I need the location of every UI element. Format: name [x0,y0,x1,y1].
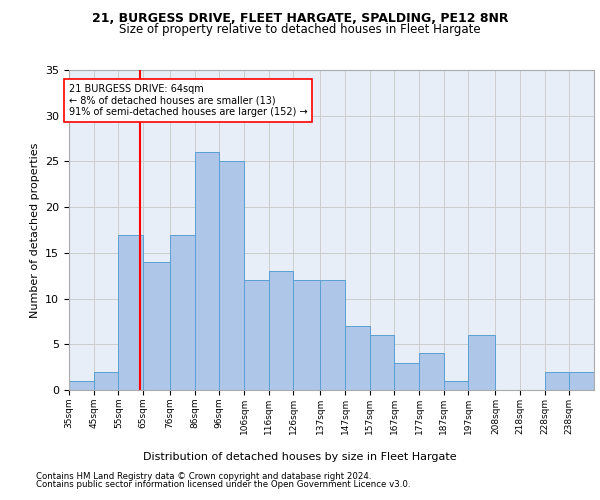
Bar [370,335,394,390]
Bar [545,372,569,390]
Bar [170,234,195,390]
Bar [244,280,269,390]
Text: Distribution of detached houses by size in Fleet Hargate: Distribution of detached houses by size … [143,452,457,462]
Y-axis label: Number of detached properties: Number of detached properties [29,142,40,318]
Bar [269,271,293,390]
Bar [94,372,118,390]
Bar [220,162,244,390]
Bar [345,326,370,390]
Bar [394,362,419,390]
Text: 21, BURGESS DRIVE, FLEET HARGATE, SPALDING, PE12 8NR: 21, BURGESS DRIVE, FLEET HARGATE, SPALDI… [92,12,508,26]
Bar [419,354,443,390]
Text: Size of property relative to detached houses in Fleet Hargate: Size of property relative to detached ho… [119,22,481,36]
Bar [118,234,143,390]
Text: Contains HM Land Registry data © Crown copyright and database right 2024.: Contains HM Land Registry data © Crown c… [36,472,371,481]
Bar [443,381,468,390]
Bar [69,381,94,390]
Bar [143,262,170,390]
Bar [468,335,496,390]
Bar [320,280,345,390]
Bar [293,280,320,390]
Bar [569,372,594,390]
Bar [195,152,220,390]
Text: 21 BURGESS DRIVE: 64sqm
← 8% of detached houses are smaller (13)
91% of semi-det: 21 BURGESS DRIVE: 64sqm ← 8% of detached… [69,84,308,117]
Text: Contains public sector information licensed under the Open Government Licence v3: Contains public sector information licen… [36,480,410,489]
